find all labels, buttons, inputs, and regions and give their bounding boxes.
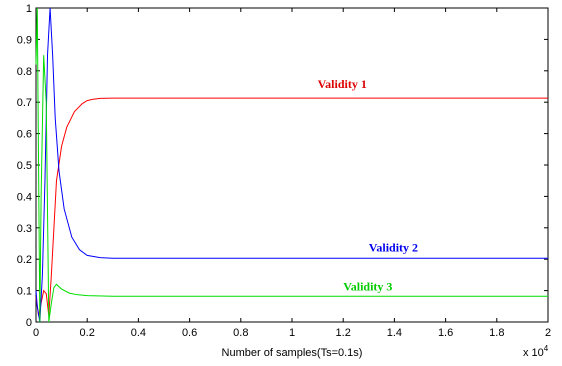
y-tick-label: 0.3 [17, 223, 32, 235]
y-tick-label: 0.9 [17, 34, 32, 46]
y-tick-label: 1 [26, 3, 32, 15]
x-axis-title: Number of samples(Ts=0.1s) [222, 347, 363, 359]
y-tick-label: 0.7 [17, 97, 32, 109]
x-tick-label: 2 [545, 327, 551, 339]
plot-area [35, 7, 549, 323]
series-line-validity-1 [35, 97, 548, 316]
y-tick-label: 0 [26, 317, 32, 329]
x-tick-label: 1.6 [438, 327, 453, 339]
series-line-validity-3 [35, 7, 548, 323]
y-axis: 0 0.1 0.2 0.3 0.4 0.5 0.6 0.7 0.8 0.9 1 [17, 3, 548, 329]
x-tick-label: 1.8 [489, 327, 504, 339]
x-tick-label: 1.4 [387, 327, 402, 339]
annotation-layer: Validity 1 Validity 2 Validity 3 [318, 77, 418, 294]
annotation-validity-3: Validity 3 [343, 280, 392, 294]
y-tick-label: 0.2 [17, 254, 32, 266]
x-multiplier-base: x 10 [523, 347, 544, 359]
x-tick-label: 1 [289, 327, 295, 339]
y-tick-label: 0.8 [17, 66, 32, 78]
x-tick-label: 0.4 [131, 327, 146, 339]
y-tick-label: 0.5 [17, 160, 32, 172]
x-tick-label: 0.6 [182, 327, 197, 339]
x-tick-label: 1.2 [336, 327, 351, 339]
annotation-validity-2: Validity 2 [369, 240, 418, 254]
annotation-validity-1: Validity 1 [318, 77, 367, 91]
series-layer [35, 7, 548, 323]
series-line-validity-2 [35, 7, 548, 323]
y-tick-label: 0.4 [17, 191, 32, 203]
x-tick-label: 0.2 [80, 327, 95, 339]
x-axis: 0 0.2 0.4 0.6 0.8 1 1.2 1.4 1.6 1.8 2 [33, 8, 551, 339]
x-tick-label: 0 [33, 327, 39, 339]
x-tick-label: 0.8 [233, 327, 248, 339]
y-tick-label: 0.1 [17, 286, 32, 298]
y-tick-label: 0.6 [17, 129, 32, 141]
x-multiplier-exponent: 4 [544, 344, 549, 353]
x-axis-multiplier: x 104 [523, 344, 549, 359]
